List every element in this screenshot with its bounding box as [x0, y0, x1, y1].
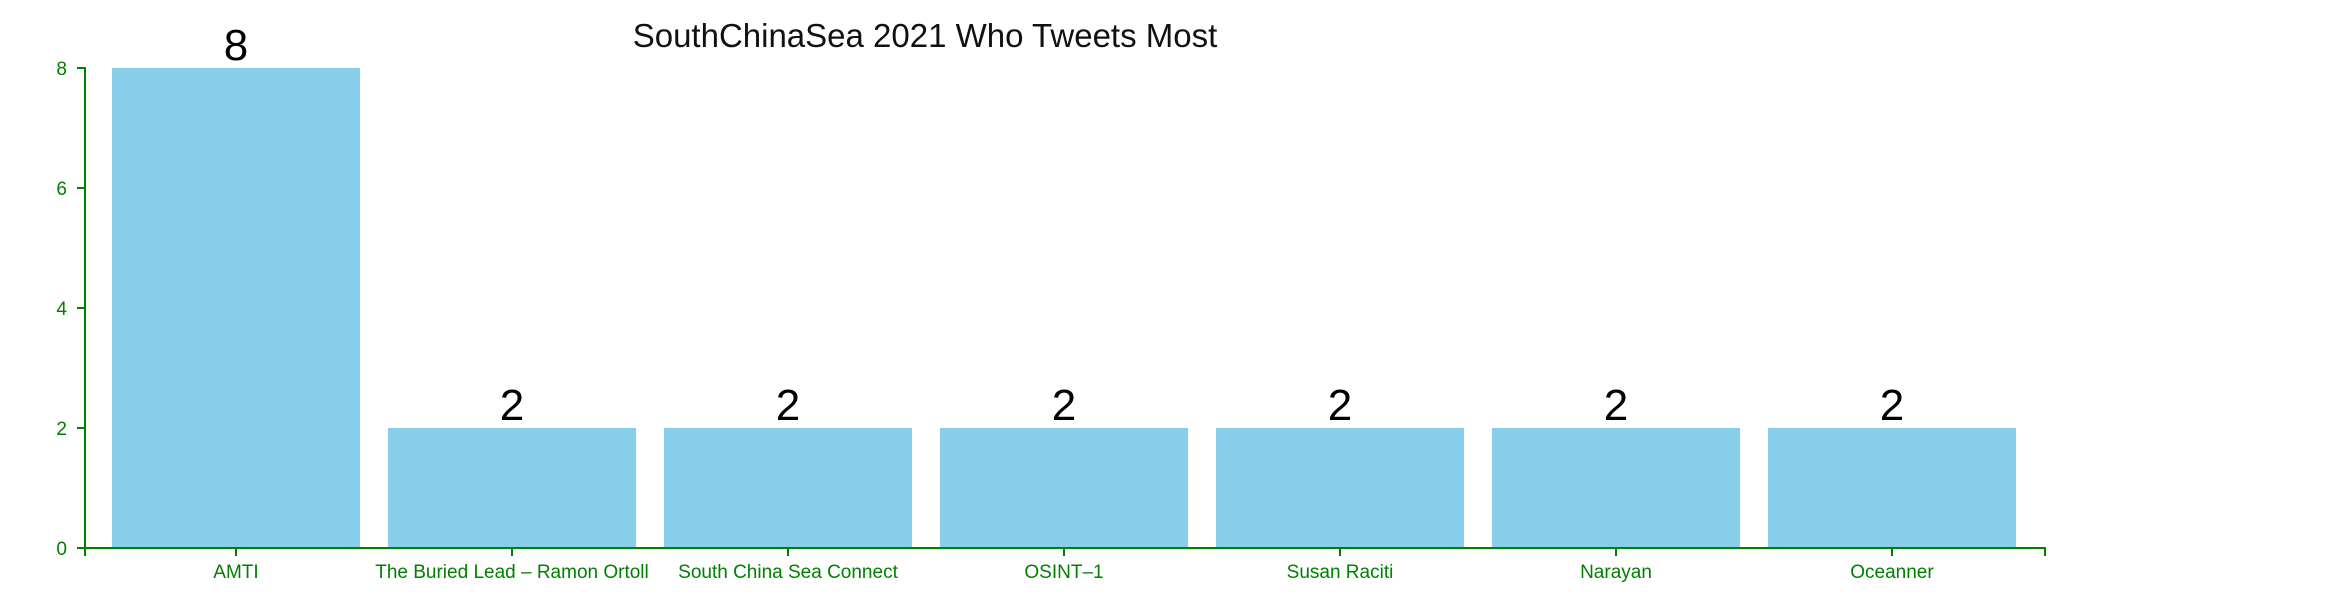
- y-tick-label-4: 8: [56, 59, 67, 80]
- y-axis: 0 2 4 6 8: [56, 59, 86, 560]
- y-tick-label-0: 0: [56, 539, 67, 560]
- bar-4: [1216, 428, 1464, 548]
- value-label-1: 2: [500, 381, 524, 430]
- x-axis-line: [84, 547, 2046, 556]
- value-label-3: 2: [1052, 381, 1076, 430]
- x-tick-label-2: South China Sea Connect: [678, 562, 898, 583]
- value-label-5: 2: [1604, 381, 1628, 430]
- x-axis: AMTI The Buried Lead – Ramon Ortoll South …: [84, 547, 2046, 583]
- value-label-0: 8: [224, 21, 248, 70]
- bars-layer: [112, 68, 2016, 548]
- bar-2: [664, 428, 912, 548]
- y-tick-label-3: 6: [56, 179, 67, 200]
- bar-6: [1768, 428, 2016, 548]
- x-tick-label-4: Susan Raciti: [1287, 562, 1394, 583]
- bar-5: [1492, 428, 1740, 548]
- y-tick-label-1: 2: [56, 419, 67, 440]
- value-label-4: 2: [1328, 381, 1352, 430]
- bar-3: [940, 428, 1188, 548]
- bar-0: [112, 68, 360, 548]
- x-tick-label-6: Oceanner: [1850, 562, 1934, 583]
- value-labels-layer: 8 2 2 2 2 2 2: [224, 21, 1904, 430]
- y-tick-label-2: 4: [56, 299, 67, 320]
- x-tick-label-0: AMTI: [213, 562, 258, 583]
- bar-1: [388, 428, 636, 548]
- value-label-6: 2: [1880, 381, 1904, 430]
- x-tick-label-5: Narayan: [1580, 562, 1652, 583]
- x-tick-label-3: OSINT–1: [1024, 562, 1103, 583]
- x-tick-label-1: The Buried Lead – Ramon Ortoll: [375, 562, 649, 583]
- value-label-2: 2: [776, 381, 800, 430]
- chart-title: SouthChinaSea 2021 Who Tweets Most: [633, 17, 1218, 54]
